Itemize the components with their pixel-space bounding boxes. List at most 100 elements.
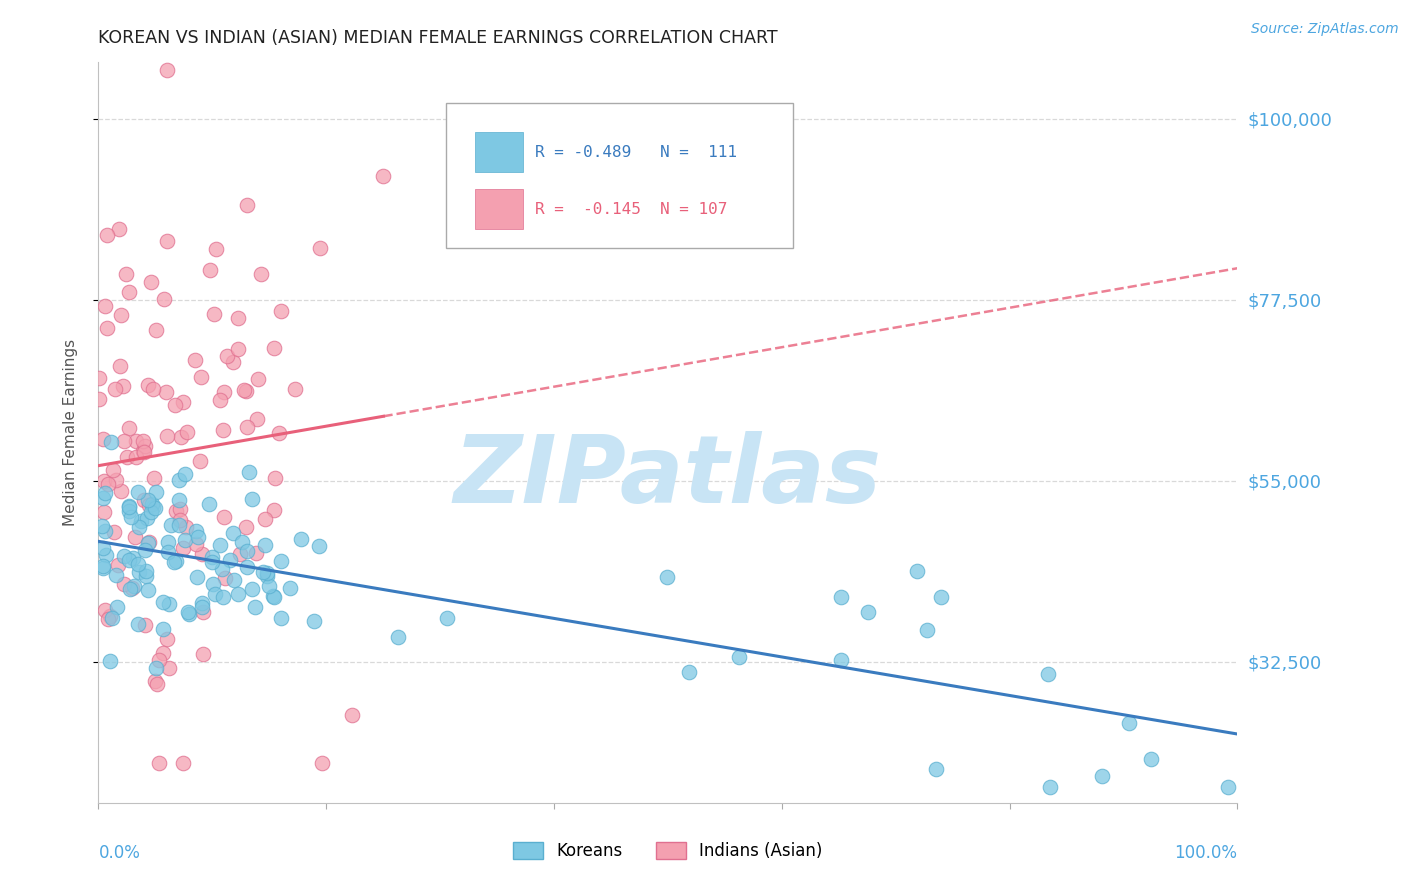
Indians (Asian): [112, 577, 135, 591]
Indians (Asian): [134, 439, 156, 453]
Koreans: [177, 605, 200, 619]
Koreans: [105, 600, 128, 615]
Indians (Asian): [124, 531, 146, 545]
Koreans: [929, 590, 952, 604]
Indians (Asian): [114, 434, 136, 449]
Koreans: [136, 582, 159, 597]
Koreans: [201, 577, 224, 591]
Koreans: [278, 581, 301, 595]
Indians (Asian): [188, 454, 211, 468]
Koreans: [91, 561, 114, 575]
Koreans: [142, 500, 165, 514]
Koreans: [243, 599, 266, 614]
Koreans: [139, 505, 162, 519]
Koreans: [208, 538, 231, 552]
Indians (Asian): [118, 421, 141, 435]
Indians (Asian): [148, 652, 170, 666]
Indians (Asian): [132, 434, 155, 448]
Indians (Asian): [340, 708, 363, 723]
Indians (Asian): [115, 450, 138, 465]
Koreans: [94, 548, 117, 562]
Koreans: [101, 611, 124, 625]
Indians (Asian): [136, 378, 159, 392]
Koreans: [252, 565, 274, 579]
Indians (Asian): [107, 558, 129, 572]
Indians (Asian): [138, 535, 160, 549]
Indians (Asian): [93, 475, 115, 489]
Indians (Asian): [141, 275, 163, 289]
Koreans: [112, 549, 135, 563]
Indians (Asian): [118, 285, 141, 299]
Indians (Asian): [236, 420, 259, 434]
Koreans: [157, 534, 180, 549]
Koreans: [236, 560, 259, 574]
Koreans: [290, 533, 312, 547]
Indians (Asian): [157, 661, 180, 675]
Koreans: [138, 492, 160, 507]
Indians (Asian): [132, 492, 155, 507]
Indians (Asian): [184, 352, 207, 367]
Indians (Asian): [172, 756, 194, 770]
Indians (Asian): [200, 263, 222, 277]
Koreans: [387, 630, 409, 644]
Indians (Asian): [208, 392, 231, 407]
Indians (Asian): [246, 372, 269, 386]
Indians (Asian): [108, 359, 131, 373]
Indians (Asian): [125, 450, 148, 464]
Indians (Asian): [232, 383, 254, 397]
Indians (Asian): [190, 370, 212, 384]
Koreans: [211, 561, 233, 575]
Indians (Asian): [263, 502, 285, 516]
Text: N =  111: N = 111: [659, 145, 737, 160]
Koreans: [173, 467, 195, 481]
Koreans: [228, 587, 250, 601]
Koreans: [190, 600, 212, 615]
Indians (Asian): [373, 169, 395, 183]
Koreans: [94, 524, 117, 539]
Indians (Asian): [184, 537, 207, 551]
Koreans: [198, 497, 221, 511]
Indians (Asian): [96, 320, 118, 334]
Text: KOREAN VS INDIAN (ASIAN) MEDIAN FEMALE EARNINGS CORRELATION CHART: KOREAN VS INDIAN (ASIAN) MEDIAN FEMALE E…: [98, 29, 778, 47]
Koreans: [127, 484, 149, 499]
Indians (Asian): [142, 382, 165, 396]
Indians (Asian): [110, 484, 132, 499]
Koreans: [120, 582, 142, 596]
Indians (Asian): [214, 385, 236, 400]
Koreans: [187, 530, 209, 544]
Indians (Asian): [169, 513, 191, 527]
Koreans: [173, 533, 195, 547]
Indians (Asian): [172, 541, 194, 555]
Indians (Asian): [311, 756, 333, 770]
Indians (Asian): [212, 509, 235, 524]
Indians (Asian): [134, 617, 156, 632]
Koreans: [830, 590, 852, 604]
Indians (Asian): [163, 397, 186, 411]
Indians (Asian): [152, 293, 174, 307]
Koreans: [925, 762, 948, 776]
Indians (Asian): [97, 476, 120, 491]
Indians (Asian): [156, 235, 179, 249]
Koreans: [136, 536, 159, 550]
Indians (Asian): [98, 609, 121, 624]
Koreans: [100, 435, 122, 450]
Indians (Asian): [148, 756, 170, 770]
Indians (Asian): [156, 429, 179, 443]
Legend: Koreans, Indians (Asian): Koreans, Indians (Asian): [505, 834, 831, 869]
Koreans: [262, 589, 284, 603]
Indians (Asian): [108, 222, 131, 236]
Indians (Asian): [105, 473, 128, 487]
Indians (Asian): [87, 392, 110, 406]
Indians (Asian): [155, 385, 177, 400]
Indians (Asian): [93, 505, 115, 519]
Indians (Asian): [269, 425, 291, 440]
Indians (Asian): [156, 63, 179, 78]
Koreans: [118, 553, 141, 567]
Koreans: [145, 485, 167, 500]
Indians (Asian): [263, 342, 285, 356]
Koreans: [143, 501, 166, 516]
Koreans: [145, 661, 167, 675]
Koreans: [127, 558, 149, 572]
Koreans: [93, 485, 115, 500]
Koreans: [118, 500, 141, 515]
